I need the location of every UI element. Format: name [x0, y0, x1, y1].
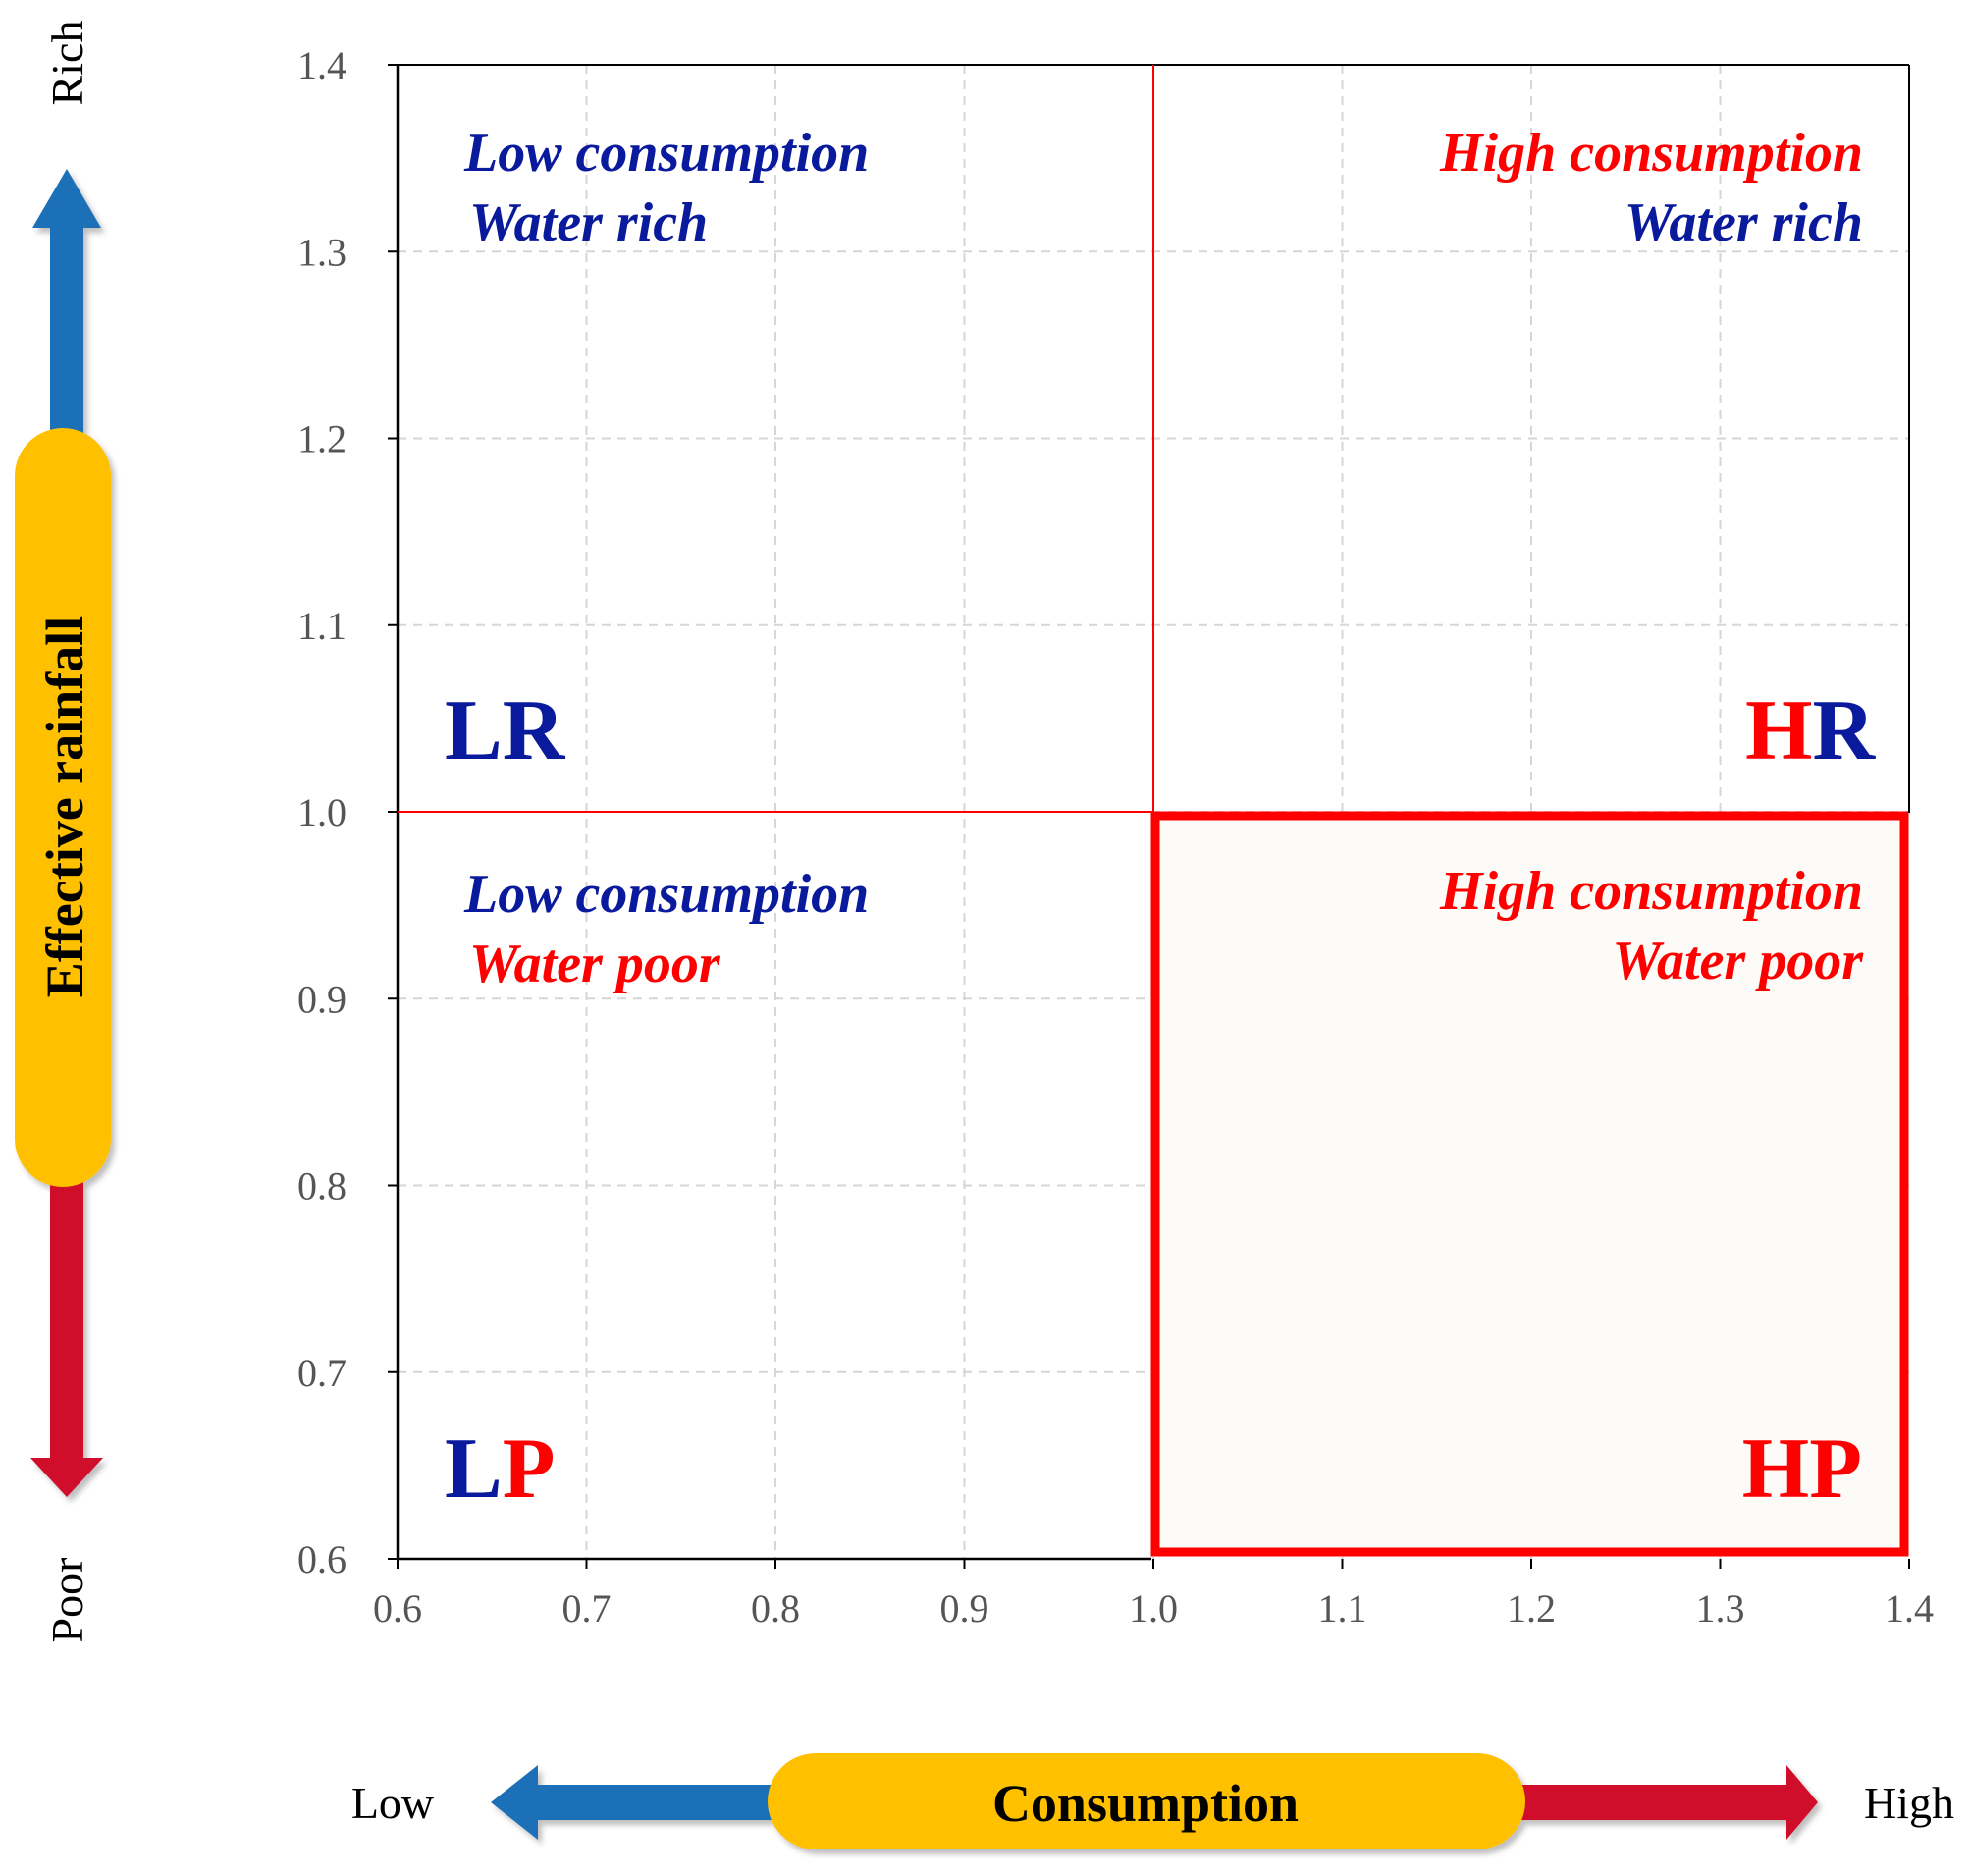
- x-tick-label: 0.6: [373, 1586, 422, 1631]
- x-arrow-blue-shaft: [538, 1785, 783, 1820]
- hr-code: HR: [1745, 683, 1876, 778]
- x-tick-label: 1.1: [1318, 1586, 1367, 1631]
- y-arrow-red-shaft: [50, 1178, 83, 1458]
- y-axis-pill: [15, 428, 111, 1187]
- x-tick-label: 0.7: [562, 1586, 612, 1631]
- x-tick-label: 0.9: [940, 1586, 989, 1631]
- x-tick-label: 1.4: [1885, 1586, 1934, 1631]
- y-tick-label: 0.9: [297, 977, 346, 1021]
- hp-highlight-box: [1150, 811, 1909, 1557]
- lr-line1: Low consumption: [463, 123, 869, 184]
- hr-line2: Water rich: [1625, 192, 1863, 253]
- lr-code-b: R: [503, 683, 566, 778]
- y-tick-labels: 0.6 0.7 0.8 0.9 1.0 1.1 1.2 1.3 1.4: [297, 43, 346, 1581]
- x-tick-label: 0.8: [751, 1586, 800, 1631]
- x-axis-label: Consumption: [992, 1774, 1299, 1833]
- lr-code: LR: [445, 683, 566, 778]
- y-axis-arrow: [15, 169, 111, 1497]
- right-arrow-icon: [1786, 1765, 1818, 1840]
- y-axis-high-label: Rich: [42, 21, 92, 106]
- left-arrow-icon: [491, 1765, 538, 1840]
- x-axis-arrow: [491, 1753, 1818, 1849]
- lr-code-a: L: [445, 683, 503, 778]
- lp-line2: Water poor: [469, 934, 721, 994]
- hp-line2: Water poor: [1612, 931, 1864, 992]
- x-tick-label: 1.2: [1507, 1586, 1556, 1631]
- x-tick-label: 1.0: [1129, 1586, 1178, 1631]
- hp-code: HP: [1742, 1421, 1862, 1517]
- lp-code: LP: [445, 1421, 555, 1517]
- lp-code-a: L: [445, 1421, 503, 1517]
- lp-line1: Low consumption: [463, 864, 869, 925]
- y-axis-low-label: Poor: [42, 1558, 92, 1643]
- y-tick-label: 0.6: [297, 1537, 346, 1581]
- y-tick-label: 1.2: [297, 417, 346, 461]
- y-tick-label: 0.8: [297, 1164, 346, 1208]
- x-tick-label: 1.3: [1696, 1586, 1745, 1631]
- x-axis-high-label: High: [1864, 1778, 1954, 1828]
- y-tick-label: 1.3: [297, 230, 346, 274]
- hp-line1: High consumption: [1439, 861, 1863, 922]
- x-axis-pill: [768, 1753, 1525, 1849]
- up-arrow-icon: [32, 169, 101, 228]
- y-tick-label: 1.4: [297, 43, 346, 87]
- lp-code-b: P: [503, 1421, 556, 1517]
- hr-code-b: R: [1812, 683, 1876, 778]
- hp-code-b: P: [1809, 1421, 1862, 1517]
- y-axis-label: Effective rainfall: [35, 616, 94, 997]
- x-arrow-red-shaft: [1512, 1785, 1786, 1820]
- hr-code-a: H: [1745, 683, 1812, 778]
- down-arrow-icon: [30, 1458, 103, 1497]
- lr-line2: Water rich: [469, 192, 708, 253]
- y-arrow-blue-shaft: [50, 228, 83, 444]
- y-tick-label: 0.7: [297, 1351, 346, 1395]
- hr-line1: High consumption: [1439, 123, 1863, 184]
- hp-code-a: H: [1742, 1421, 1809, 1517]
- y-tick-label: 1.0: [297, 790, 346, 834]
- y-tick-label: 1.1: [297, 604, 346, 648]
- x-axis-low-label: Low: [351, 1778, 435, 1828]
- x-tick-labels: 0.6 0.7 0.8 0.9 1.0 1.1 1.2 1.3 1.4: [373, 1586, 1934, 1631]
